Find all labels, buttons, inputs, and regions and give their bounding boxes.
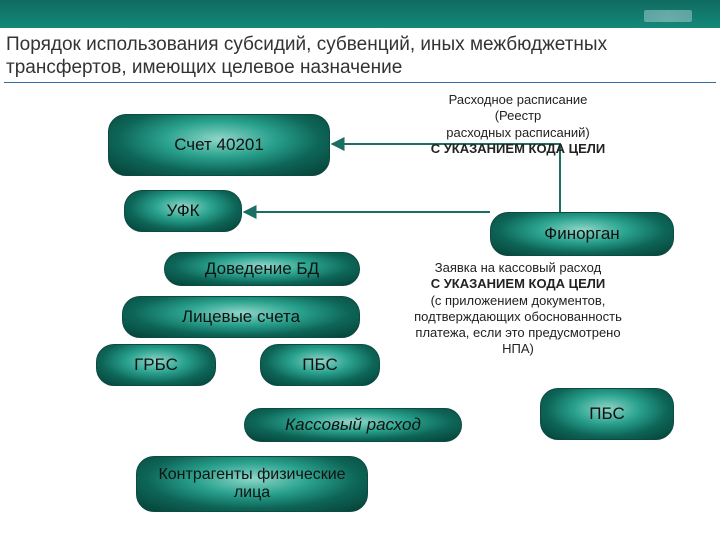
note-line: (Реестр <box>398 108 638 124</box>
node-grbs: ГРБС <box>96 344 216 386</box>
note-zayavka: Заявка на кассовый расход С УКАЗАНИЕМ КО… <box>388 260 648 358</box>
note-line: (с приложением документов, <box>388 293 648 309</box>
note-rashodnoe: Расходное расписание (Реестр расходных р… <box>398 92 638 157</box>
node-finorgan: Финорган <box>490 212 674 256</box>
note-line: НПА) <box>388 341 648 357</box>
note-line: подтверждающих обоснованность <box>388 309 648 325</box>
note-line: платежа, если это предусмотрено <box>388 325 648 341</box>
note-line: расходных расписаний) <box>398 125 638 141</box>
watermark <box>644 10 692 22</box>
title-underline <box>4 82 716 83</box>
note-line: С УКАЗАНИЕМ КОДА ЦЕЛИ <box>388 276 648 292</box>
node-ufk: УФК <box>124 190 242 232</box>
page-title: Порядок использования субсидий, субвенци… <box>6 34 714 80</box>
node-licevye: Лицевые счета <box>122 296 360 338</box>
node-kontragenty: Контрагенты физические лица <box>136 456 368 512</box>
node-dovedenie: Доведение БД <box>164 252 360 286</box>
node-kassovy: Кассовый расход <box>244 408 462 442</box>
top-bar <box>0 0 720 28</box>
note-line: С УКАЗАНИЕМ КОДА ЦЕЛИ <box>398 141 638 157</box>
node-pbs-left: ПБС <box>260 344 380 386</box>
node-pbs-right: ПБС <box>540 388 674 440</box>
note-line: Заявка на кассовый расход <box>388 260 648 276</box>
node-schet: Счет 40201 <box>108 114 330 176</box>
note-line: Расходное расписание <box>398 92 638 108</box>
